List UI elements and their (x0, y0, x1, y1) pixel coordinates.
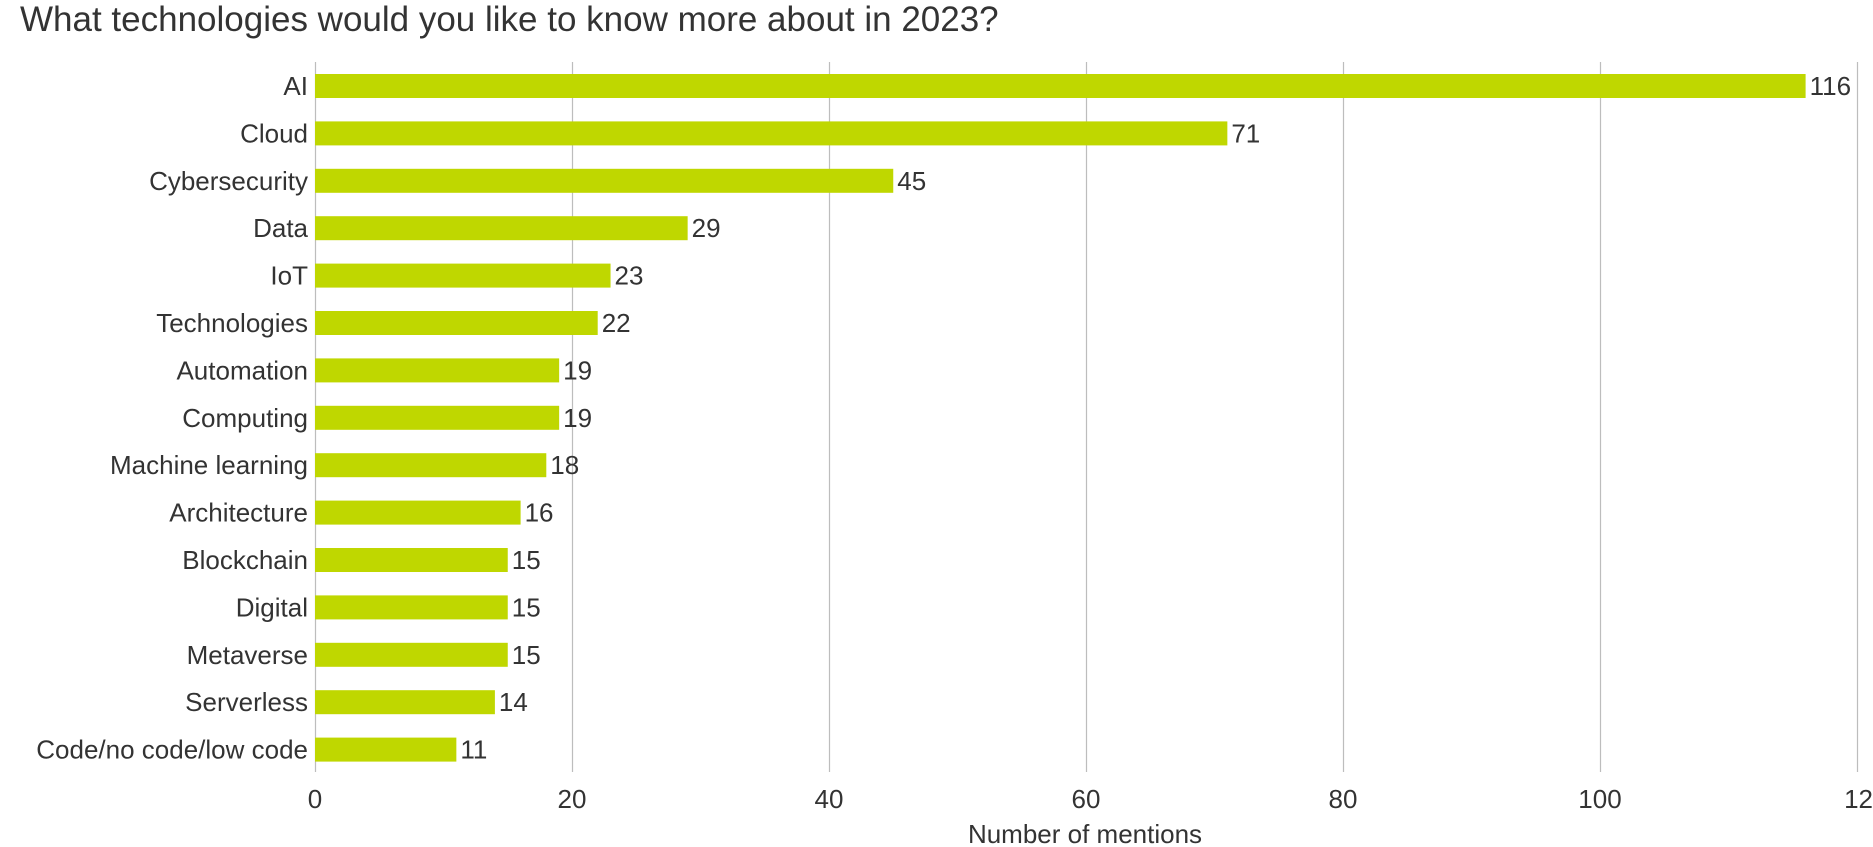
category-label: Code/no code/low code (36, 735, 308, 765)
value-label: 71 (1231, 118, 1260, 148)
x-tick-labels: 0 20 40 60 80 100 12 (308, 784, 1873, 814)
bar (315, 642, 508, 667)
value-label: 29 (692, 213, 721, 243)
category-label: Computing (182, 403, 308, 433)
category-label: Technologies (156, 308, 308, 338)
bar (315, 263, 611, 288)
bar (315, 168, 894, 193)
bar (315, 690, 495, 715)
bar (315, 453, 547, 478)
value-label: 14 (499, 687, 528, 717)
category-label: IoT (270, 261, 308, 291)
category-label: Digital (236, 592, 308, 622)
category-label: Architecture (169, 498, 308, 528)
value-label: 11 (460, 735, 487, 765)
category-label: Blockchain (182, 545, 308, 575)
category-label: Cybersecurity (149, 166, 308, 196)
x-tick-label: 0 (308, 784, 322, 814)
value-label: 16 (525, 498, 554, 528)
bar (315, 595, 508, 620)
x-tick-label: 100 (1578, 784, 1621, 814)
x-tick-label: 80 (1329, 784, 1358, 814)
bar (315, 548, 508, 572)
category-label: Metaverse (187, 640, 308, 670)
category-label: Machine learning (110, 450, 308, 480)
bar (315, 74, 1806, 98)
category-label: Cloud (240, 118, 308, 148)
value-label: 19 (563, 403, 592, 433)
bar (315, 311, 598, 335)
bar (315, 216, 688, 241)
value-label: 45 (897, 166, 926, 196)
category-label: Data (253, 213, 308, 243)
bars (315, 74, 1806, 762)
category-labels: AI Cloud Cybersecurity Data IoT Technologies A… (36, 71, 308, 765)
value-label: 19 (563, 355, 592, 385)
x-tick-label: 20 (558, 784, 587, 814)
x-tick-label: 40 (815, 784, 844, 814)
value-label: 22 (602, 308, 631, 338)
value-label: 116 (1810, 71, 1851, 101)
bar (315, 737, 457, 762)
bar (315, 358, 560, 383)
bar (315, 121, 1228, 146)
value-label: 23 (615, 261, 644, 291)
category-label: AI (283, 71, 308, 101)
value-label: 15 (512, 545, 541, 575)
value-labels: 116 71 45 29 23 22 19 19 18 16 15 15 15 14 11 (460, 71, 1851, 765)
category-label: Automation (176, 355, 308, 385)
x-tick-label: 60 (1072, 784, 1101, 814)
x-axis-title: Number of mentions (968, 819, 1202, 847)
chart-title: What technologies would you like to know… (20, 0, 999, 39)
x-tick-label: 12 (1844, 784, 1873, 814)
value-label: 18 (550, 450, 579, 480)
value-label: 15 (512, 592, 541, 622)
category-label: Serverless (185, 687, 308, 717)
bar (315, 500, 521, 525)
bar (315, 405, 560, 430)
value-label: 15 (512, 640, 541, 670)
